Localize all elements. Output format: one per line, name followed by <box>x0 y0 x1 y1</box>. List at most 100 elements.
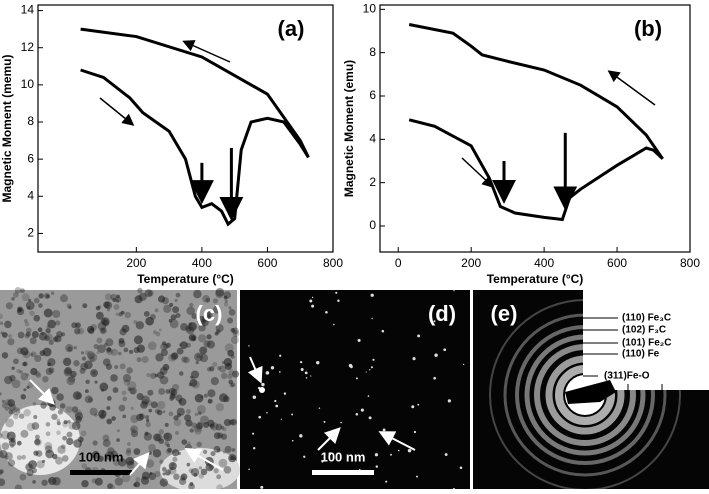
particle <box>193 424 203 433</box>
particle <box>45 422 51 427</box>
particle <box>16 440 22 446</box>
speck <box>434 353 438 357</box>
particle <box>79 368 86 374</box>
speck <box>303 455 306 458</box>
particle <box>160 343 168 351</box>
particle <box>26 422 36 432</box>
particle <box>127 387 132 392</box>
speck <box>299 360 303 364</box>
particle <box>158 429 164 435</box>
speck <box>375 465 379 468</box>
speck <box>367 395 370 397</box>
particle <box>114 365 119 370</box>
particle <box>146 400 153 406</box>
particle <box>148 443 156 452</box>
particle <box>85 379 90 385</box>
particle <box>227 317 234 324</box>
particle <box>96 351 100 355</box>
particle <box>25 463 33 471</box>
ring-label: (102) F₃C <box>622 325 666 336</box>
speck <box>412 357 416 361</box>
particle <box>49 403 57 411</box>
speck <box>309 299 313 303</box>
particle <box>196 404 206 414</box>
particle <box>153 433 161 442</box>
particle <box>157 371 165 379</box>
speck <box>433 320 436 323</box>
particle <box>197 411 202 416</box>
particle <box>43 308 53 318</box>
particle <box>172 306 180 314</box>
particle <box>125 457 135 466</box>
particle <box>8 437 14 443</box>
particle <box>17 306 23 312</box>
particle <box>140 476 150 485</box>
particle <box>169 319 179 329</box>
speck <box>382 428 386 432</box>
particle <box>206 340 216 349</box>
annotation-arrow <box>461 157 495 189</box>
particle <box>60 332 66 337</box>
particle <box>1 442 10 450</box>
panel-label: (c) <box>196 301 223 326</box>
particle <box>11 379 21 389</box>
particle <box>66 376 76 386</box>
particle <box>69 370 77 378</box>
speck <box>459 466 463 469</box>
particle <box>215 289 224 299</box>
particle <box>195 422 203 430</box>
particle <box>29 337 37 345</box>
particle <box>200 415 209 425</box>
particle <box>216 474 222 480</box>
particle <box>51 413 58 420</box>
speck <box>417 334 421 338</box>
particle <box>205 315 212 322</box>
particle <box>191 380 200 389</box>
particle <box>220 433 228 440</box>
particle <box>54 335 62 343</box>
particle <box>102 434 110 442</box>
particle <box>141 356 149 363</box>
particle <box>66 431 73 438</box>
particle <box>220 425 225 430</box>
speck <box>333 323 335 326</box>
particle <box>193 289 202 299</box>
particle <box>97 305 102 309</box>
particle <box>105 338 114 347</box>
particle <box>101 410 105 414</box>
particle <box>106 406 111 410</box>
particle <box>223 418 232 427</box>
panel-label: (a) <box>278 16 305 41</box>
particle <box>129 349 134 354</box>
particle <box>77 327 85 335</box>
particle <box>32 480 36 484</box>
particle <box>55 456 63 465</box>
speck <box>337 299 340 302</box>
particle <box>47 362 51 367</box>
particle <box>208 464 214 470</box>
plot-frame <box>379 4 691 253</box>
particle <box>38 332 48 341</box>
particle <box>175 430 180 435</box>
particle <box>55 320 61 326</box>
particle <box>27 382 34 389</box>
particle <box>31 330 39 338</box>
particle <box>105 347 112 353</box>
annotation-arrow <box>247 356 263 384</box>
y-tick-label: 14 <box>21 3 35 17</box>
particle <box>92 440 98 446</box>
particle <box>15 409 21 414</box>
particle <box>209 366 215 372</box>
particle <box>196 441 202 448</box>
particle <box>136 392 144 401</box>
particle <box>105 451 115 461</box>
particle <box>188 483 195 490</box>
particle <box>189 379 198 387</box>
speck <box>355 377 358 380</box>
particle <box>119 363 126 370</box>
particle <box>38 303 43 308</box>
particle <box>48 367 55 374</box>
bright-region <box>0 405 80 475</box>
ring-label: (110) Fe <box>622 349 660 360</box>
particle <box>20 347 29 356</box>
